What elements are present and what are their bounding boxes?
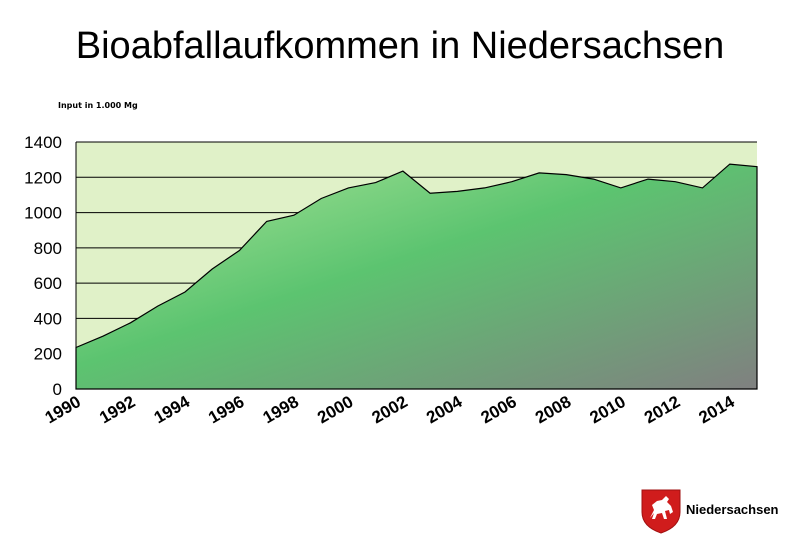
- data-point: [675, 181, 677, 183]
- x-tick-label: 1996: [205, 392, 247, 427]
- x-tick-label: 2012: [641, 392, 683, 427]
- y-tick-label: 1400: [24, 133, 62, 152]
- x-tick-label: 1992: [96, 392, 138, 427]
- data-point: [729, 163, 731, 165]
- data-point: [511, 181, 513, 183]
- data-point: [566, 174, 568, 176]
- data-point: [484, 187, 486, 189]
- horse-crest-icon: [641, 489, 681, 534]
- data-point: [620, 187, 622, 189]
- y-tick-label: 1200: [24, 168, 62, 187]
- data-point: [266, 221, 268, 223]
- data-point: [429, 192, 431, 194]
- y-tick-label: 200: [34, 345, 62, 364]
- y-tick-label: 400: [34, 309, 62, 328]
- data-point: [348, 187, 350, 189]
- x-tick-label: 1990: [42, 392, 84, 427]
- area-series: [75, 163, 758, 390]
- brand-logo: [640, 488, 800, 536]
- data-point: [320, 198, 322, 200]
- data-point: [130, 322, 132, 324]
- x-tick-label: 2014: [695, 392, 738, 428]
- x-tick-label: 1994: [151, 392, 194, 428]
- data-point: [756, 166, 758, 168]
- data-point: [375, 182, 377, 184]
- brand-name: Niedersachsen: [686, 502, 779, 517]
- x-tick-label: 2008: [532, 392, 574, 427]
- data-point: [102, 335, 104, 337]
- data-point: [702, 187, 704, 189]
- x-tick-label: 2004: [423, 392, 466, 428]
- y-tick-label: 1000: [24, 204, 62, 223]
- x-tick-label: 2010: [587, 392, 629, 427]
- x-tick-label: 2002: [369, 392, 411, 427]
- y-axis-label: Input in 1.000 Mg: [58, 101, 138, 110]
- data-point: [239, 250, 241, 252]
- chart-title: Bioabfallaufkommen in Niedersachsen: [75, 25, 725, 67]
- data-point: [538, 172, 540, 174]
- x-tick-label: 2006: [478, 392, 520, 427]
- data-point: [184, 291, 186, 293]
- data-point: [211, 268, 213, 270]
- data-point: [593, 178, 595, 180]
- data-point: [157, 305, 159, 307]
- data-point: [402, 170, 404, 172]
- x-tick-label: 1998: [260, 392, 302, 427]
- x-tick-label: 2000: [314, 392, 356, 427]
- data-point: [457, 191, 459, 193]
- y-tick-label: 600: [34, 274, 62, 293]
- data-point: [293, 214, 295, 216]
- y-tick-label: 800: [34, 239, 62, 258]
- data-point: [647, 178, 649, 180]
- y-tick-label: 0: [53, 380, 62, 399]
